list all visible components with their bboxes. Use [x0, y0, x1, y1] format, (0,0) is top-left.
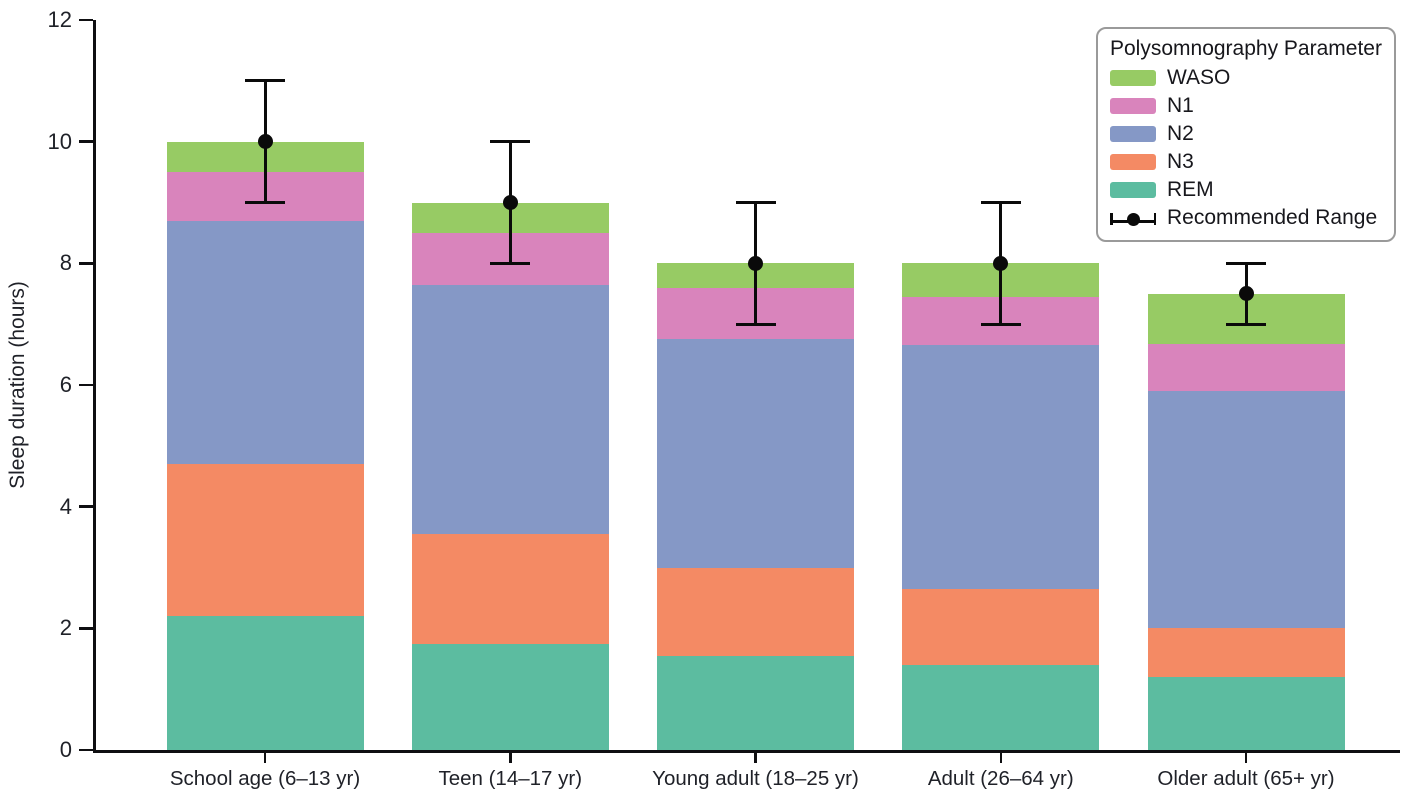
error-bar-dot	[993, 255, 1009, 271]
legend-swatch-rem	[1110, 182, 1156, 198]
y-axis-tick	[79, 383, 93, 387]
legend-swatch-waso	[1110, 70, 1156, 86]
bar-segment-n3	[411, 534, 609, 644]
legend-label: N1	[1167, 94, 1194, 117]
legend-item-waso: WASO	[1110, 64, 1386, 92]
y-axis-line	[93, 20, 96, 753]
y-axis-tick-label: 6	[59, 372, 72, 397]
error-bar-cap-top	[735, 201, 776, 204]
bar-segment-n1	[1147, 343, 1345, 392]
x-axis-tick	[999, 753, 1002, 763]
x-axis-category-label: Older adult (65+ yr)	[1157, 767, 1335, 790]
y-axis-tick-label: 2	[59, 615, 72, 641]
bar-segment-rem	[902, 664, 1100, 750]
y-axis-tick-label: 0	[59, 737, 72, 762]
bar-segment-rem	[411, 643, 609, 750]
y-axis-tick	[79, 627, 93, 630]
legend-swatch-n2	[1110, 126, 1156, 142]
error-bar-cap-top	[1226, 261, 1266, 265]
x-axis-tick	[509, 753, 512, 763]
y-axis-tick	[79, 18, 93, 22]
error-bar-cap-bottom	[1226, 322, 1266, 326]
error-bar-dot	[1238, 286, 1254, 302]
x-axis-tick	[263, 753, 267, 763]
legend-label: N3	[1167, 150, 1194, 173]
legend-items: WASO N1 N2 N3 REM Recommended Range	[1110, 64, 1386, 232]
legend-swatch-n1	[1110, 98, 1156, 114]
y-axis-title: Sleep duration (hours)	[6, 281, 29, 489]
y-axis-tick	[79, 262, 93, 265]
x-axis-tick	[1244, 753, 1248, 763]
legend-item-n2: N2	[1110, 120, 1386, 148]
legend-box: Polysomnography Parameter WASO N1 N2 N3 REM R…	[1096, 27, 1396, 242]
legend-label: REM	[1167, 178, 1214, 201]
legend-item-recommended-range: Recommended Range	[1110, 204, 1386, 232]
bar-segment-n3	[902, 588, 1100, 665]
legend-item-n1: N1	[1110, 92, 1386, 120]
error-bar-dot	[748, 255, 763, 271]
legend-swatch-n3	[1110, 154, 1156, 170]
error-bar-cap-top	[490, 140, 531, 144]
bar-segment-n2	[657, 339, 854, 568]
y-axis-tick	[79, 748, 93, 752]
legend-label: Recommended Range	[1167, 206, 1378, 229]
error-bar-glyph-dot	[1126, 213, 1140, 226]
error-bar-glyph-cap-left	[1110, 213, 1113, 225]
bar-segment-n2	[411, 284, 609, 535]
x-axis-category-label: Young adult (18–25 yr)	[652, 767, 859, 790]
error-bar-dot	[257, 134, 273, 150]
y-axis-tick-label: 8	[59, 250, 72, 276]
x-axis-category-label: Adult (26–64 yr)	[927, 767, 1074, 790]
bar-segment-n3	[166, 464, 364, 617]
bar-segment-rem	[166, 616, 364, 750]
bar-segment-n2	[1147, 391, 1345, 629]
error-bar-cap-bottom	[735, 322, 776, 326]
error-bar-glyph-cap-right	[1153, 213, 1156, 225]
y-axis-tick-label: 12	[47, 7, 72, 32]
bar-segment-n2	[902, 345, 1100, 589]
legend-item-n3: N3	[1110, 148, 1386, 176]
x-axis-tick	[754, 753, 757, 763]
y-axis-tick-label: 10	[47, 128, 72, 154]
bar-segment-n3	[657, 567, 854, 656]
error-bar-cap-bottom	[980, 322, 1021, 326]
x-axis-category-label: Teen (14–17 yr)	[438, 767, 583, 790]
legend-title: Polysomnography Parameter	[1110, 37, 1382, 60]
error-bar-dot	[502, 195, 518, 210]
bar-segment-rem	[657, 655, 854, 750]
legend-label: N2	[1167, 122, 1194, 145]
error-bar-cap-top	[980, 201, 1021, 204]
x-axis-category-label: School age (6–13 yr)	[169, 767, 361, 790]
legend-label: WASO	[1167, 66, 1231, 89]
y-axis-tick	[79, 505, 93, 508]
error-bar-legend-glyph	[1110, 207, 1156, 229]
error-bar-cap-top	[245, 79, 285, 83]
bar-segment-rem	[1147, 677, 1345, 750]
y-axis-tick-label: 4	[59, 493, 72, 519]
y-axis-tick	[79, 140, 93, 143]
error-bar-cap-bottom	[490, 261, 531, 265]
error-bar-cap-bottom	[245, 201, 285, 204]
legend-item-rem: REM	[1110, 176, 1386, 204]
bar-segment-n3	[1147, 628, 1345, 677]
x-axis-line	[93, 750, 1400, 753]
bar-segment-n2	[166, 220, 364, 465]
